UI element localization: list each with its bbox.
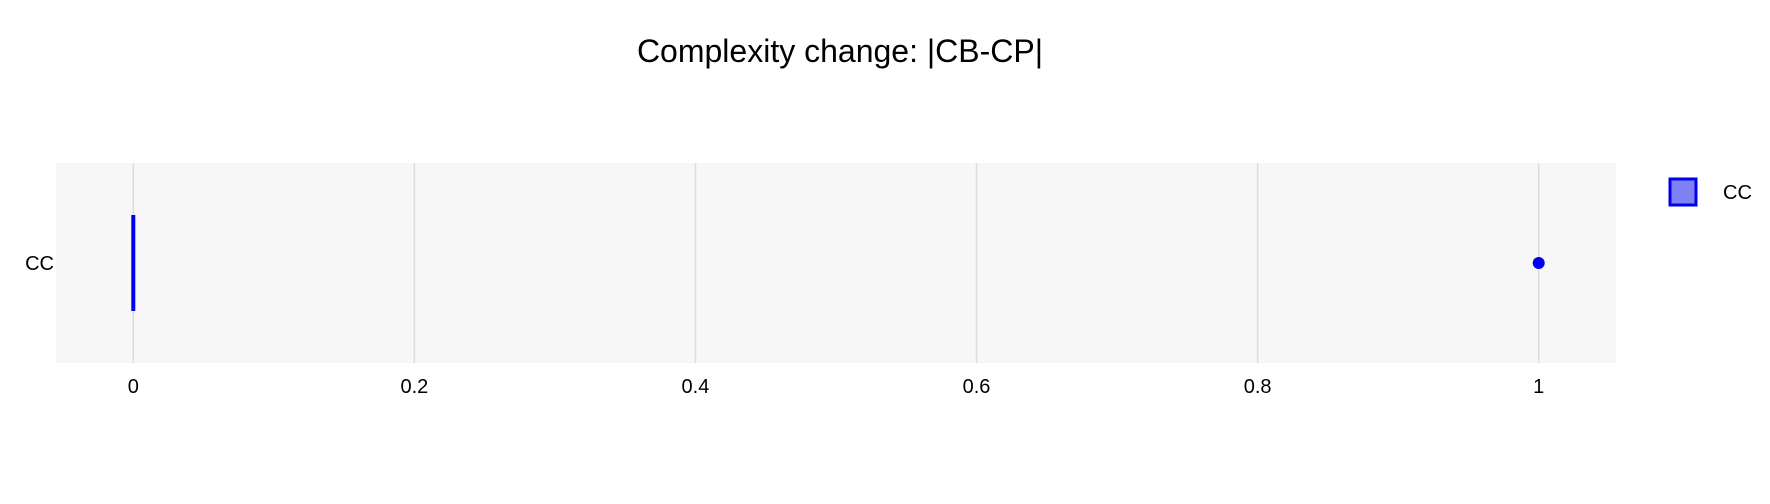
x-tick-label: 0 (128, 376, 139, 398)
outlier-point (1532, 257, 1545, 269)
x-tick-label: 0.4 (682, 376, 710, 398)
x-tick-label: 0.6 (963, 376, 991, 398)
series-marks (131, 215, 1545, 311)
y-axis-categories: CC (25, 253, 54, 275)
plot-background (56, 163, 1616, 363)
x-tick-label: 1 (1533, 376, 1544, 398)
legend-label[interactable]: CC (1723, 182, 1752, 204)
legend[interactable]: CC (1668, 177, 1752, 207)
x-tick-label: 0.8 (1244, 376, 1272, 398)
legend-swatch[interactable] (1668, 177, 1698, 207)
chart-title: Complexity change: |CB-CP| (637, 33, 1043, 69)
x-axis-ticks: 0 0.2 0.4 0.6 0.8 1 (128, 376, 1545, 398)
x-tick-label: 0.2 (400, 376, 428, 398)
y-category-label: CC (25, 253, 54, 275)
box-series-cc[interactable] (131, 215, 1545, 311)
